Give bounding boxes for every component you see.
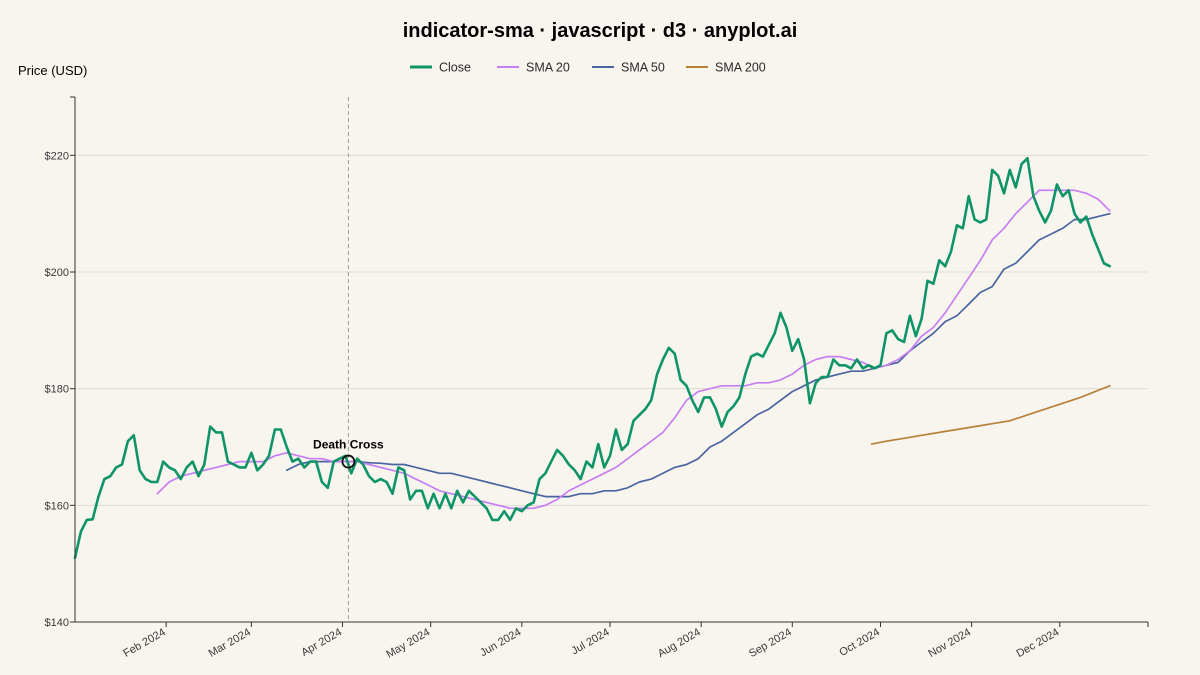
- y-tick-label: $180: [45, 384, 69, 396]
- series-line-close: [73, 157, 1112, 560]
- legend-item-close: Close: [410, 61, 471, 75]
- series-line-sma-50: [285, 212, 1111, 498]
- annotation-marker: [341, 454, 356, 469]
- x-tick-label: Oct 2024: [837, 626, 882, 659]
- series-line-sma-20: [156, 189, 1111, 510]
- chart-title: indicator-sma · javascript · d3 · anyplo…: [403, 20, 798, 42]
- series-line-sma-200: [870, 384, 1111, 445]
- grid-lines: [75, 154, 1148, 506]
- x-tick-label: Dec 2024: [1015, 626, 1062, 660]
- y-tick-label: $160: [45, 500, 69, 512]
- chart-legend: Close SMA 20 SMA 50 SMA 200: [410, 61, 766, 75]
- x-tick-label: Nov 2024: [926, 626, 973, 660]
- legend-item-sma-20: SMA 20: [497, 61, 570, 75]
- legend-label: SMA 20: [526, 61, 570, 75]
- legend-item-sma-50: SMA 50: [592, 61, 665, 75]
- legend-label: SMA 200: [715, 61, 766, 75]
- y-axis-title: Price (USD): [18, 63, 87, 78]
- x-tick-label: Aug 2024: [656, 626, 703, 660]
- x-tick-label: May 2024: [384, 626, 432, 661]
- legend-label: Close: [439, 61, 471, 75]
- legend-item-sma-200: SMA 200: [686, 61, 766, 75]
- annotation-label: Death Cross: [313, 438, 384, 452]
- y-tick-label: $140: [45, 617, 69, 629]
- x-tick-label: Apr 2024: [299, 626, 344, 659]
- series-layer: Death Cross: [73, 157, 1112, 560]
- legend-label: SMA 50: [621, 61, 665, 75]
- x-tick-label: Jul 2024: [570, 626, 612, 657]
- y-tick-label: $200: [45, 267, 69, 279]
- y-tick-label: $220: [45, 150, 69, 162]
- x-tick-label: Feb 2024: [121, 626, 167, 660]
- x-tick-label: Jun 2024: [478, 626, 523, 659]
- x-tick-label: Sep 2024: [747, 626, 794, 660]
- axes: $140 $160 $180 $200 $220 Feb 2024 Mar 2024 Apr …: [45, 96, 1149, 661]
- x-tick-label: Mar 2024: [207, 626, 253, 660]
